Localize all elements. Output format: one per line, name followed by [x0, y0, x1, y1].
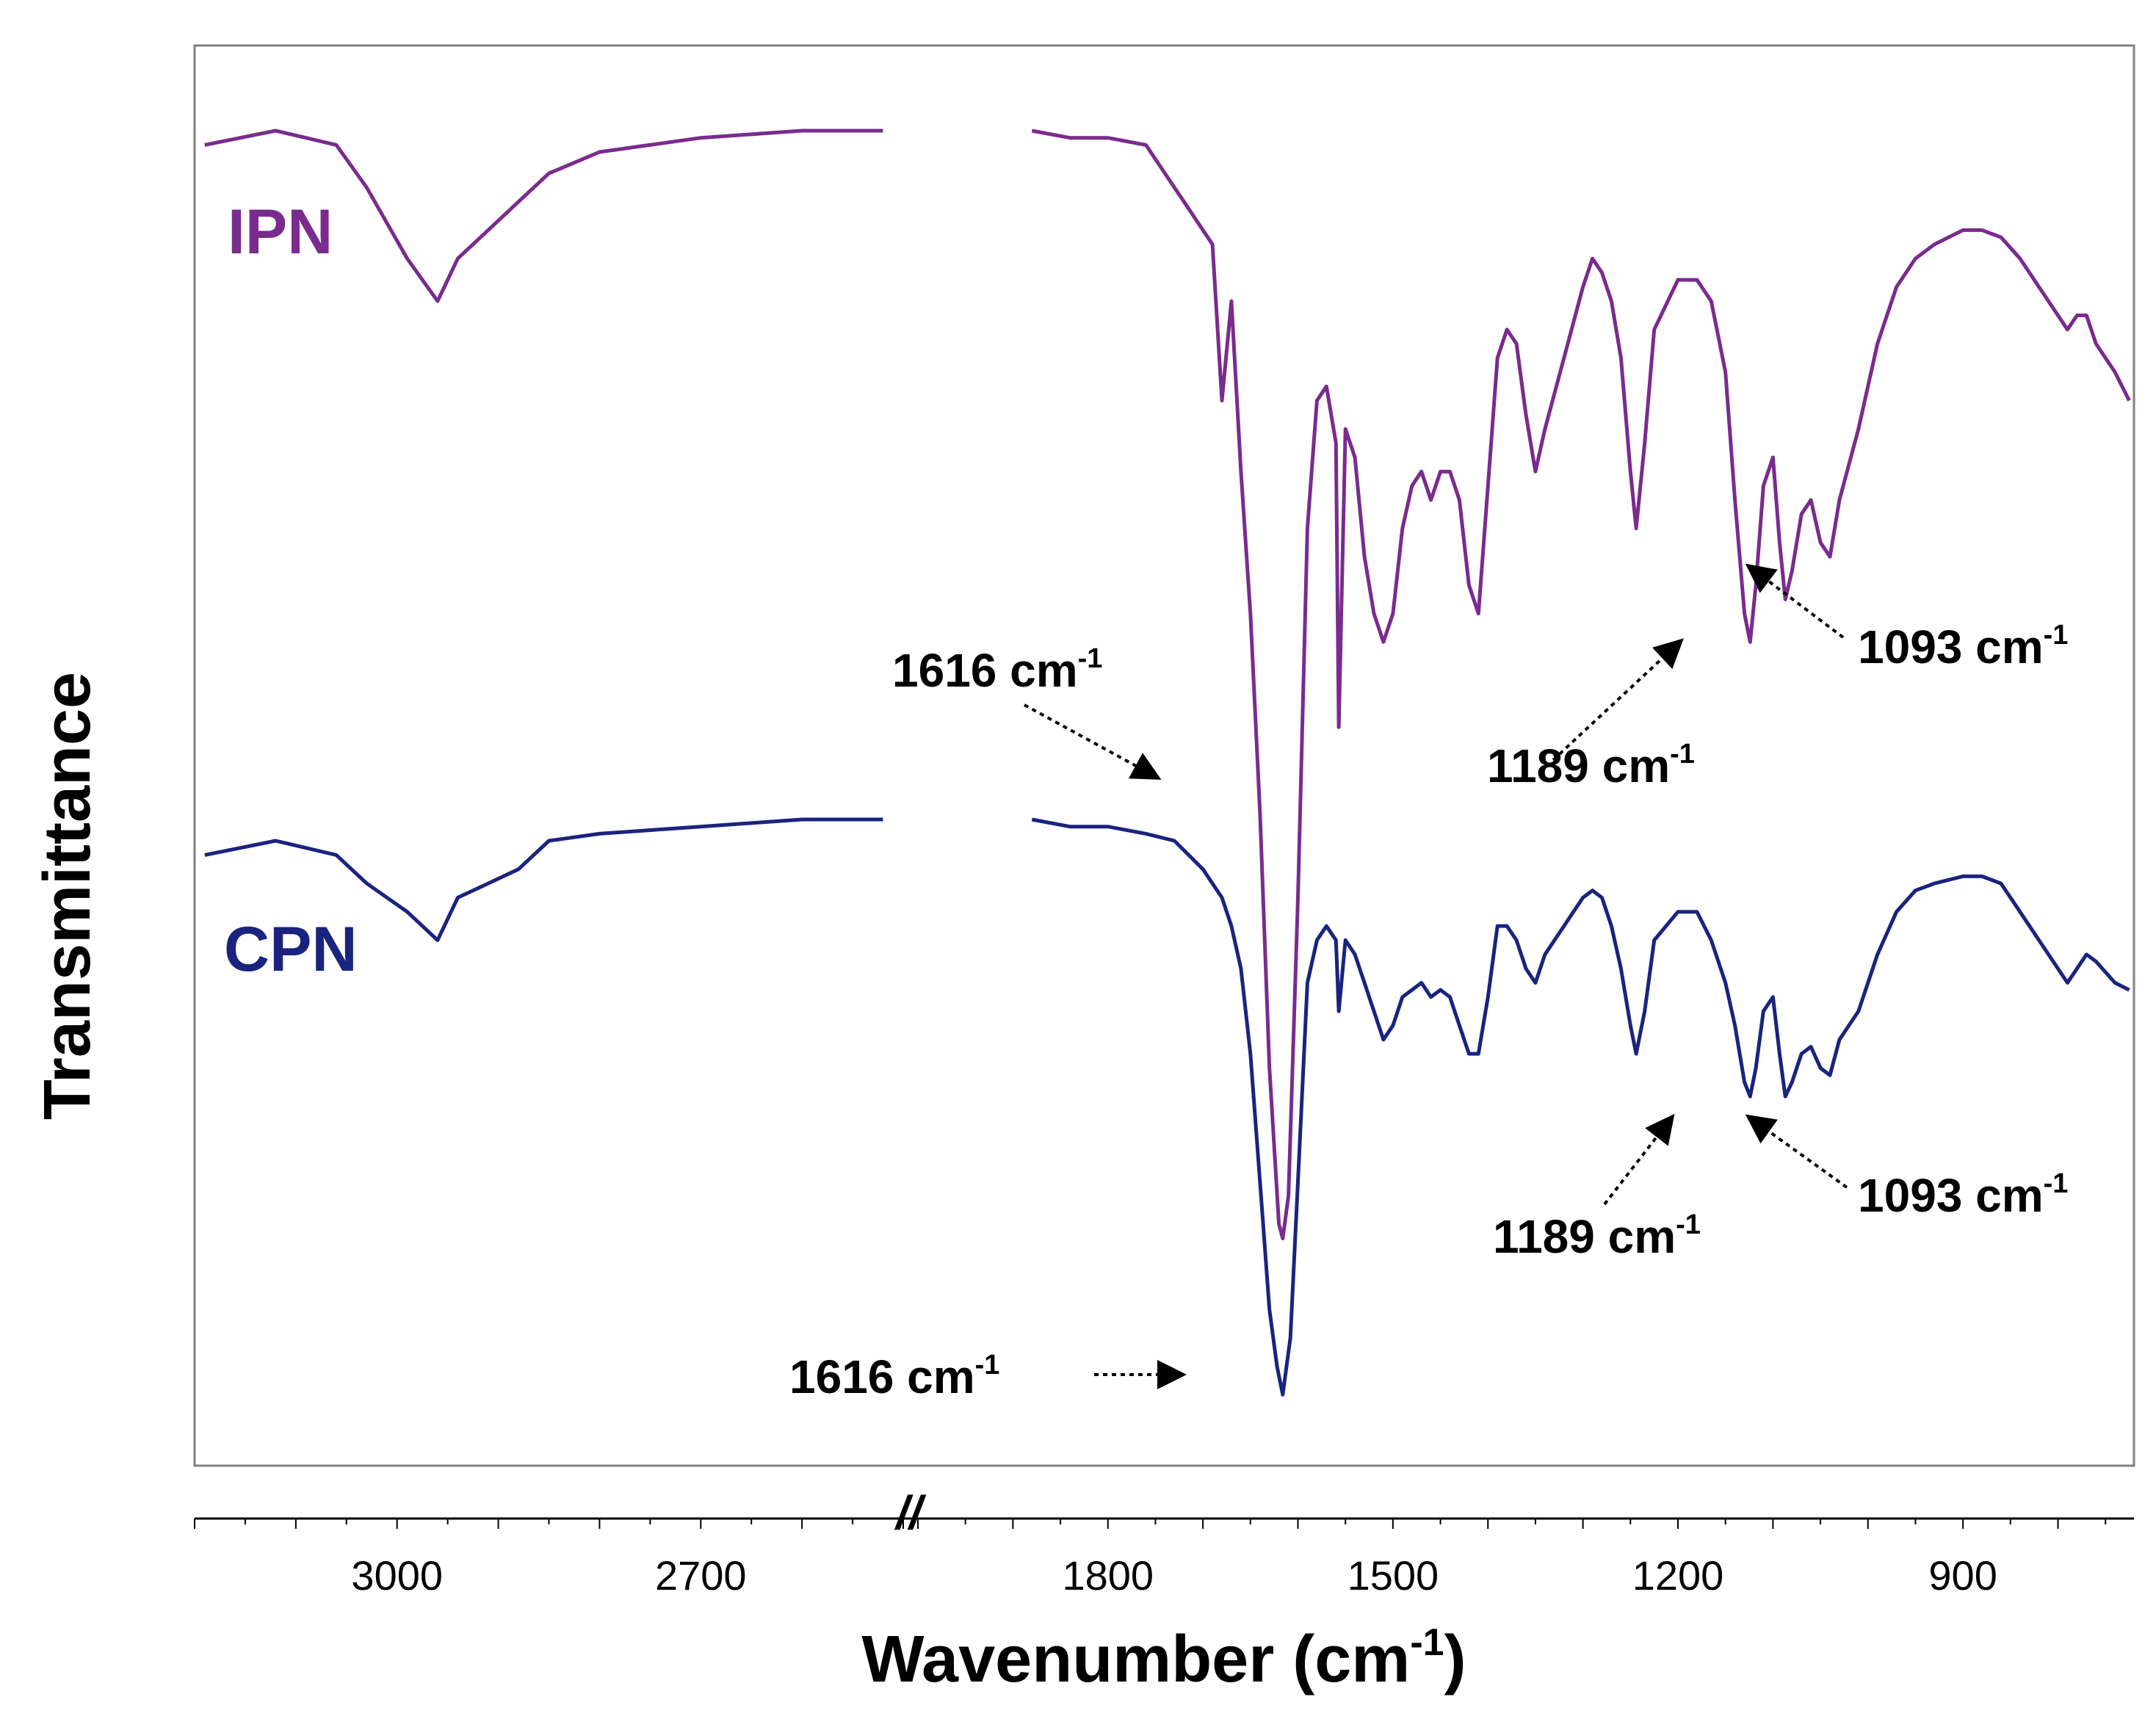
- axis-break-mark: //: [894, 1486, 927, 1539]
- plot-frame: [193, 44, 2135, 1467]
- series-line-cpn: [1031, 817, 2130, 1397]
- x-axis-ticks: 3000 2700 1800 1500 1200 900: [194, 1519, 2107, 1599]
- x-axis-label-close: ): [1444, 1623, 1466, 1696]
- annotation-label: 1093 cm-1: [1858, 620, 2068, 673]
- x-axis-label-sup: -1: [1410, 1621, 1444, 1664]
- x-axis-label-text: Wavenumber (cm: [861, 1623, 1410, 1696]
- annotation-arrow: [1745, 1114, 1848, 1189]
- x-tick-label: 3000: [351, 1552, 443, 1599]
- annotation-label: 1093 cm-1: [1858, 1168, 2068, 1222]
- annotation-arrow: [1603, 1113, 1675, 1206]
- series-label-layer: IPN CPN: [224, 197, 358, 985]
- x-tick-label: 2700: [655, 1552, 747, 1599]
- x-axis-label: Wavenumber (cm-1): [861, 1621, 1466, 1696]
- x-tick-label: 900: [1928, 1552, 1997, 1599]
- annotation-label: 1189 cm-1: [1493, 1209, 1701, 1263]
- annotation-label: 1616 cm-1: [892, 643, 1102, 697]
- annotation-layer: 1616 cm-1 1189 cm-1 1093 cm-1 1616 cm-1 1189…: [789, 563, 2068, 1403]
- series-line-cpn: [204, 817, 883, 942]
- series-line-ipn: [1031, 129, 2131, 1241]
- annotation-label: 1189 cm-1: [1487, 739, 1695, 792]
- x-tick-label: 1800: [1062, 1552, 1154, 1599]
- series-layer: [204, 129, 2131, 1397]
- annotation-arrow: [1745, 563, 1845, 639]
- annotation-arrow: [1024, 703, 1162, 780]
- annotation-label: 1616 cm-1: [789, 1350, 999, 1403]
- series-line-ipn: [204, 129, 883, 303]
- y-axis-label: Transmittance: [31, 672, 104, 1120]
- annotation-arrow: [1552, 638, 1684, 761]
- x-tick-label: 1200: [1632, 1552, 1724, 1599]
- series-label-cpn: CPN: [224, 914, 358, 985]
- x-tick-label: 1500: [1348, 1552, 1439, 1599]
- series-label-ipn: IPN: [228, 197, 333, 267]
